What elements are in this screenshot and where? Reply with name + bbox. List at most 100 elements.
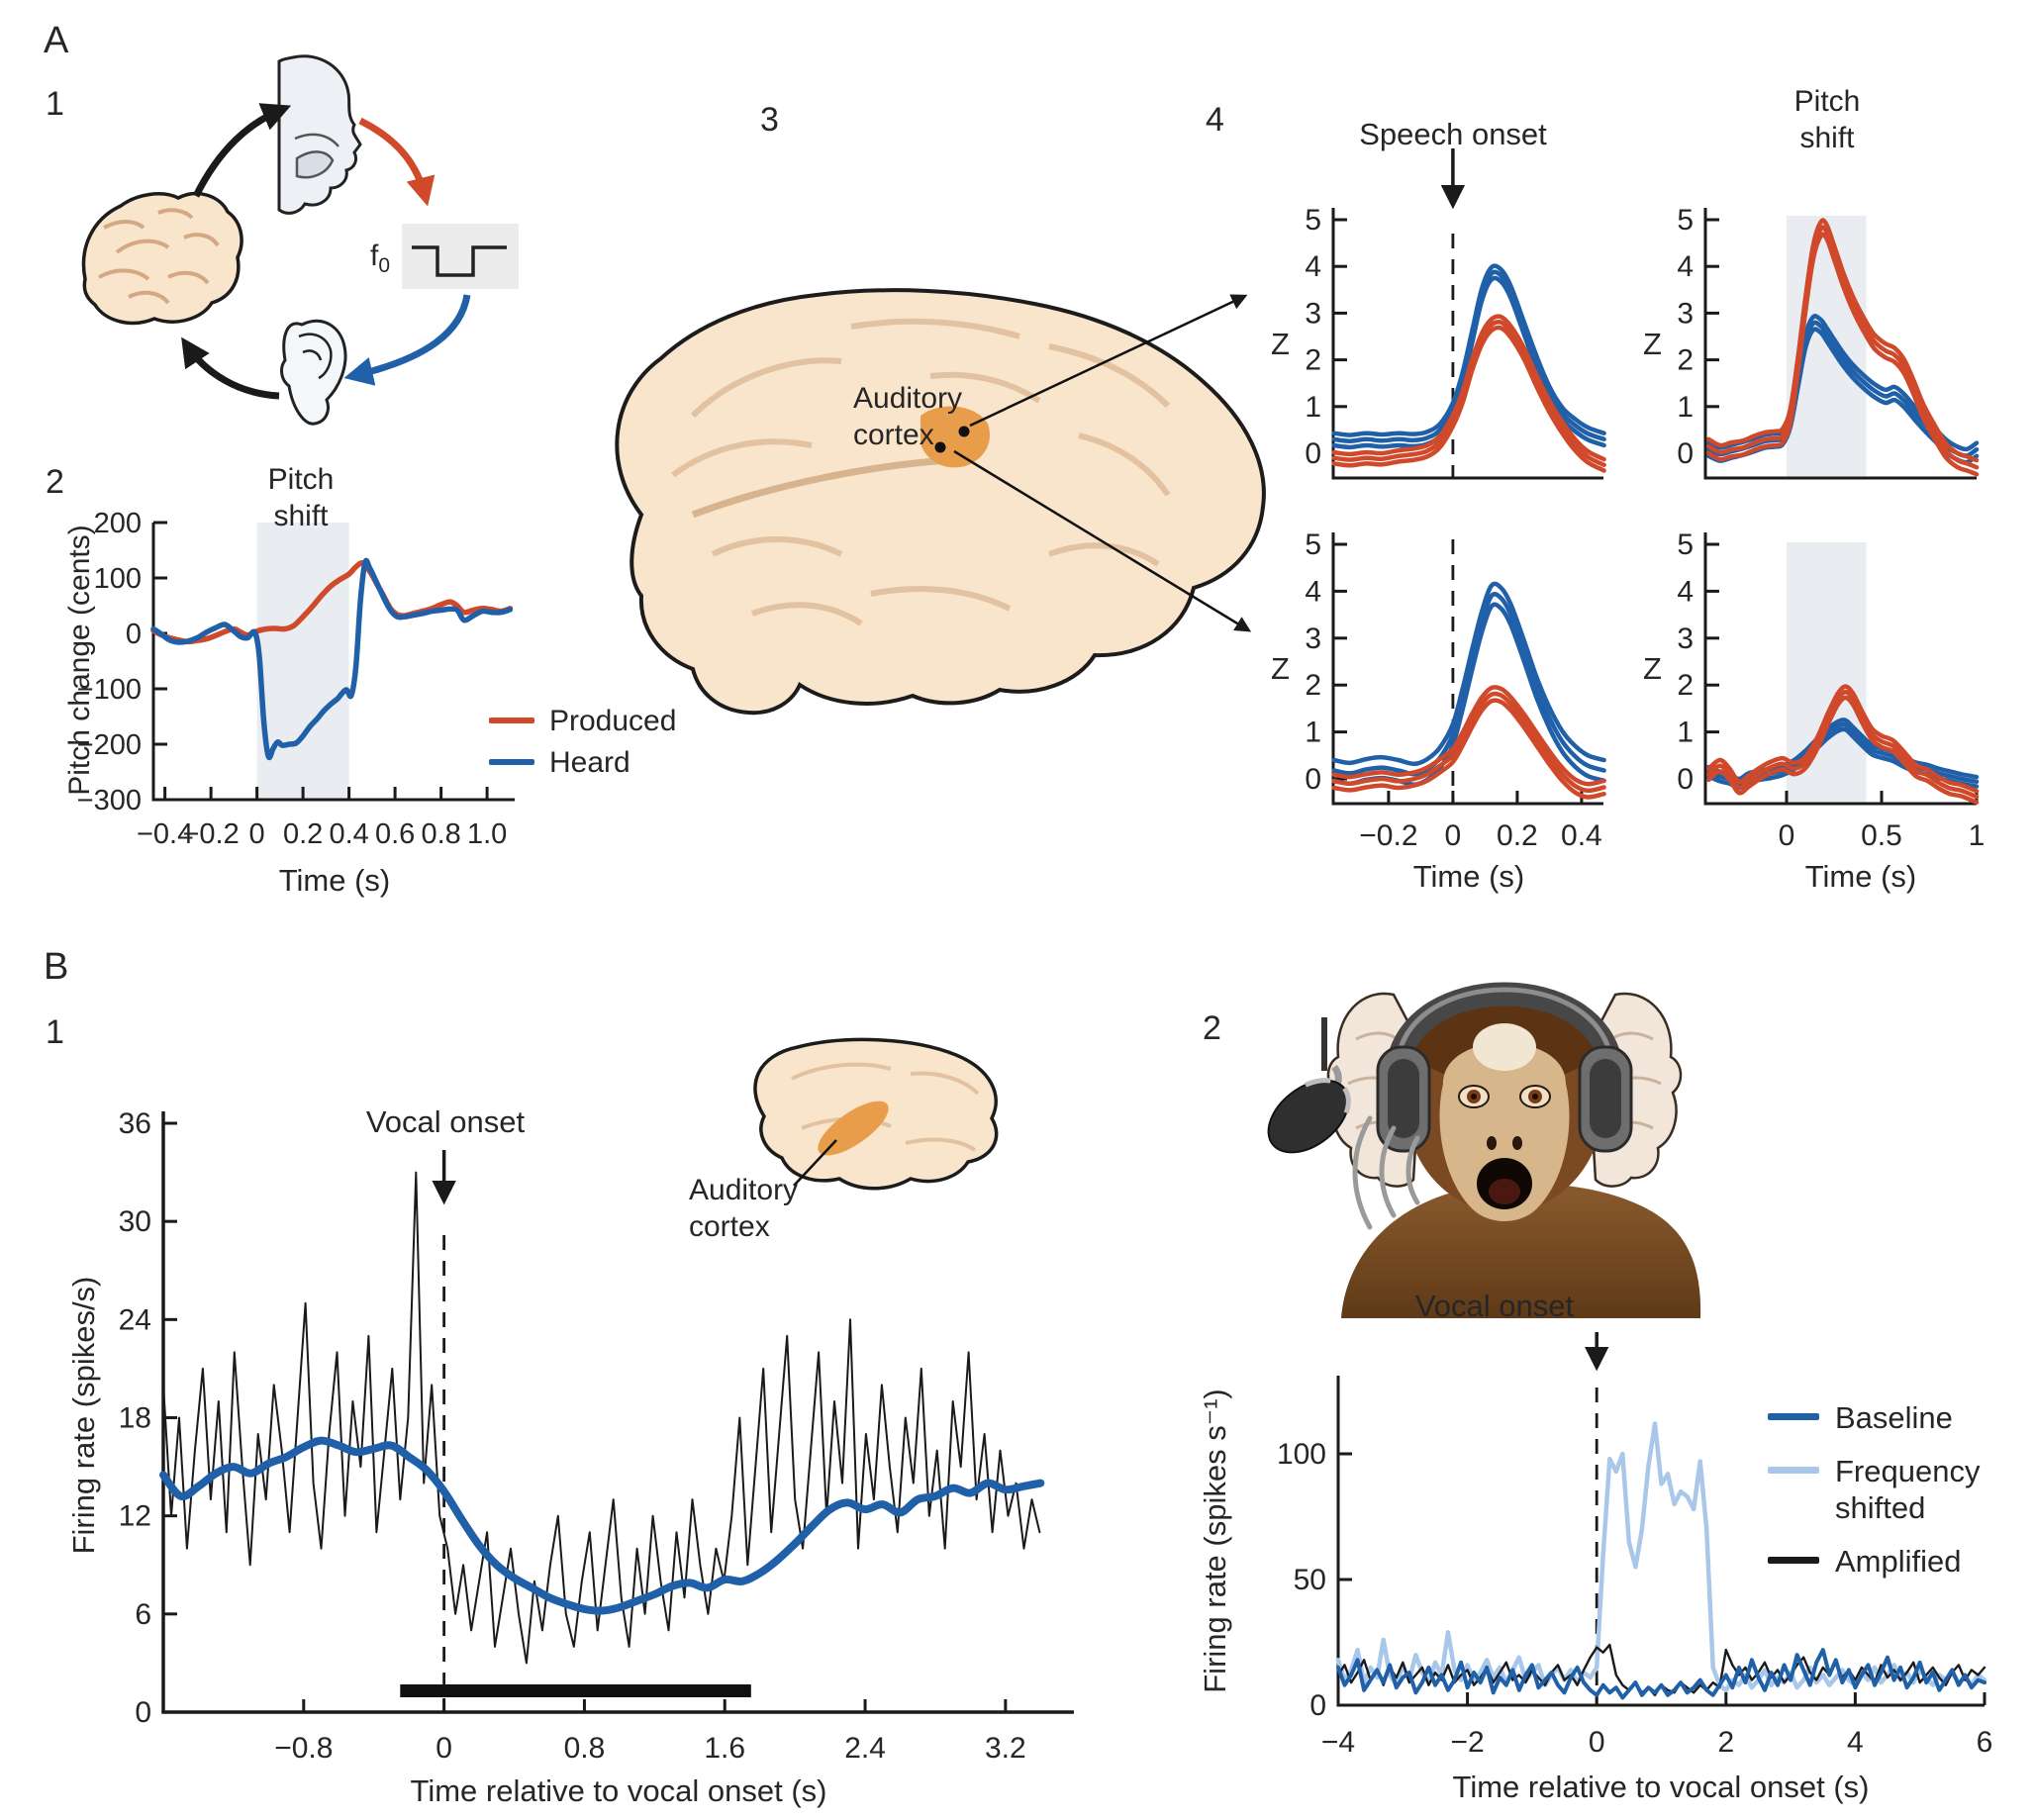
- series-raw: [162, 1171, 1041, 1665]
- x-tick-label: 0.4: [1561, 819, 1602, 852]
- a1-feedback-loop-diagram: [81, 54, 519, 426]
- y-tick-label: −200: [77, 729, 142, 761]
- legend-item-heard: Heard: [489, 746, 676, 779]
- arrow-cortex-to-top-chart: [969, 294, 1248, 428]
- panel-b1-number: 1: [46, 1013, 64, 1051]
- y-tick-label: 4: [1305, 575, 1321, 608]
- f0-signal-box: [402, 224, 519, 289]
- a2-chart: 200 100 0 −100 −200 −300−0.4−0.2 0 0.2 0.4 0.6 0.8…: [77, 508, 515, 850]
- y-tick-label: 0: [1677, 763, 1694, 796]
- y-tick-label: 2: [1677, 344, 1694, 377]
- a4_top_left-chart: 5 4 3 2 1 0: [1305, 148, 1606, 480]
- frequency-shifted-label: Frequency shifted: [1835, 1454, 1981, 1525]
- x-tick-label: 0.4: [329, 818, 368, 850]
- f0-label: f0: [370, 239, 391, 277]
- b1-monkey-brain-inset: [753, 1037, 999, 1191]
- a4-top-left-z-label: Z: [1271, 327, 1290, 361]
- b1-y-axis-label: Firing rate (spikes/s): [66, 1276, 101, 1555]
- arrow-f0-to-ear: [343, 294, 471, 386]
- legend-item-frequency-shifted: Frequency shifted: [1768, 1453, 2008, 1526]
- a4-bottom-right-x-axis-label: Time (s): [1804, 859, 1917, 894]
- a2-legend: Produced Heard: [489, 705, 676, 779]
- frequency-shifted-swatch: [1768, 1467, 1819, 1474]
- y-tick-label: 200: [94, 508, 142, 539]
- baseline-swatch: [1768, 1413, 1819, 1420]
- y-tick-label: 4: [1677, 575, 1694, 608]
- series-produced: [1331, 691, 1606, 794]
- baseline-label: Baseline: [1835, 1400, 1953, 1435]
- a2-y-axis-label: Pitch change (cents): [63, 525, 96, 796]
- a4_bottom_right-chart: 5 4 3 2 1 0 0 0.5 1: [1677, 528, 1985, 852]
- b2-vocal-onset-annotation: Vocal onset: [1414, 1289, 1575, 1323]
- y-tick-label: 3: [1305, 297, 1321, 330]
- series-frequency-shifted: [1335, 1421, 1987, 1693]
- series-heard: [1331, 581, 1606, 767]
- produced-label: Produced: [549, 705, 677, 737]
- a4-top-right-z-label: Z: [1643, 327, 1662, 361]
- y-tick-label: 3: [1677, 623, 1694, 655]
- inset-label-pointer-line: [793, 1139, 837, 1187]
- monkey-forehead-patch: [1473, 1023, 1536, 1071]
- electrode-dot-2: [934, 441, 946, 453]
- amplified-label: Amplified: [1835, 1544, 1962, 1579]
- y-tick-label: 0: [1309, 1689, 1326, 1722]
- series-heard: [1331, 592, 1606, 777]
- b2-marmoset-illustration: [1266, 982, 1701, 1318]
- x-tick-label: 0.5: [1861, 819, 1902, 852]
- y-tick-label: 1: [1305, 391, 1321, 424]
- series-produced: [1706, 690, 1980, 800]
- y-tick-label: 5: [1677, 204, 1694, 237]
- y-tick-label: 100: [1277, 1438, 1326, 1471]
- legend-item-produced: Produced: [489, 705, 676, 737]
- sound-wave-arcs: [1352, 1115, 1420, 1230]
- y-tick-label: 4: [1305, 250, 1321, 283]
- x-tick-label: 0.8: [564, 1732, 606, 1765]
- x-tick-label: −0.8: [274, 1732, 333, 1765]
- panel-a-label: A: [44, 20, 69, 61]
- b1-inset-label-line1: Auditory: [689, 1174, 799, 1206]
- a4_bottom_left-chart: 5 4 3 2 1 0 −0.2 0 0.2 0.4: [1305, 528, 1606, 852]
- x-tick-label: 6: [1977, 1726, 1993, 1759]
- panel-a1-number: 1: [46, 85, 64, 123]
- y-tick-label: 0: [126, 619, 142, 650]
- x-tick-label: 1: [1969, 819, 1986, 852]
- arrow-ear-to-brain: [181, 336, 280, 400]
- a4-bottom-left-x-axis-label: Time (s): [1412, 859, 1525, 894]
- a3-auditory-cortex-label: Auditory cortex: [853, 382, 963, 451]
- arrow-brain-to-head: [192, 103, 292, 198]
- brain-icon: [81, 191, 243, 326]
- y-tick-label: 6: [135, 1598, 151, 1631]
- ear-icon: [280, 319, 347, 426]
- panel-b2-number: 2: [1203, 1009, 1221, 1047]
- produced-swatch: [489, 718, 534, 723]
- series-smoothed: [159, 1436, 1045, 1615]
- x-tick-label: −4: [1321, 1726, 1355, 1759]
- a4-speech-onset-annotation: Speech onset: [1359, 117, 1547, 151]
- y-tick-label: 5: [1305, 528, 1321, 561]
- x-tick-label: −0.4: [137, 818, 193, 850]
- a4-pitch-shift-title: Pitch shift: [1793, 85, 1861, 154]
- b2-chart: 100 50 0 −4 −2 0 2 4 6: [1277, 1332, 1992, 1759]
- y-tick-label: 12: [119, 1500, 151, 1533]
- significance-bar: [400, 1684, 751, 1697]
- x-tick-label: 2.4: [844, 1732, 886, 1765]
- series-produced: [1706, 225, 1980, 470]
- electrode-dot-1: [958, 426, 970, 437]
- monkey-nostril-left: [1487, 1136, 1497, 1150]
- arrow-head-to-f0: [358, 117, 436, 207]
- y-tick-label: 4: [1677, 250, 1694, 283]
- x-tick-label: 1.6: [704, 1732, 745, 1765]
- y-tick-label: 3: [1677, 297, 1694, 330]
- panel-a2-number: 2: [46, 463, 64, 501]
- b1-chart: 36 30 24 18 12 6 0 −0.8 0 0.8 1.6 2.4 3.2: [119, 1107, 1074, 1765]
- y-tick-label: 3: [1305, 623, 1321, 655]
- a4_top_right-chart: 5 4 3 2 1 0: [1677, 204, 1980, 480]
- microphone-icon: [1266, 1017, 1351, 1155]
- x-tick-label: 0: [249, 818, 265, 850]
- headphone-cup-left: [1376, 1045, 1431, 1153]
- series-produced: [1706, 684, 1980, 794]
- series-produced: [1331, 685, 1606, 787]
- y-tick-label: −300: [77, 785, 142, 816]
- headphone-band: [1386, 982, 1623, 1070]
